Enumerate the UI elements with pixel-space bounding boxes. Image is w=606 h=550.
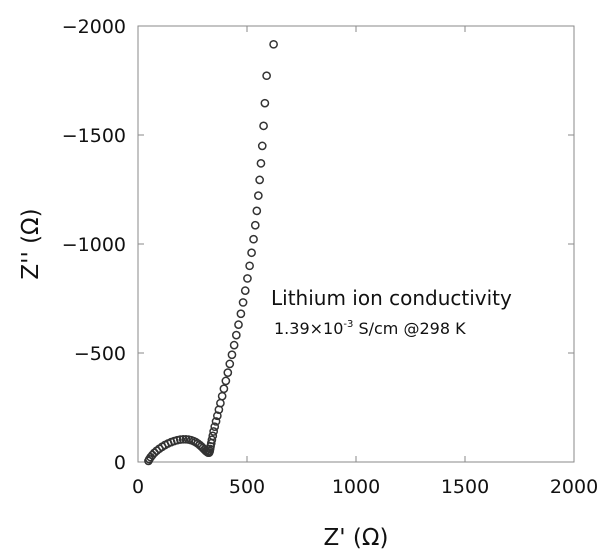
data-point [208, 431, 218, 441]
y-tick-label: 0 [114, 452, 126, 474]
data-point [178, 434, 188, 444]
annotation-units: S/cm @298 K [353, 319, 466, 338]
y-tick-label: −500 [74, 343, 126, 365]
data-point [150, 448, 159, 458]
data-point [209, 427, 218, 436]
y-tick-label: −2000 [62, 16, 126, 38]
data-point [262, 71, 271, 81]
data-point [148, 450, 157, 460]
x-tick-label: 0 [132, 476, 144, 498]
data-point [253, 191, 263, 200]
data-point [243, 274, 252, 283]
x-tick-label: 2000 [550, 476, 598, 498]
data-point [211, 417, 221, 426]
data-point [240, 286, 250, 296]
data-point [231, 330, 241, 340]
data-point [269, 39, 278, 49]
data-point [256, 158, 266, 168]
data-point [234, 320, 243, 330]
annotation-exponent: -3 [343, 319, 353, 330]
data-point [238, 298, 248, 307]
data-point [252, 206, 262, 216]
data-point [221, 376, 231, 386]
data-point [249, 234, 258, 244]
data-point [257, 141, 267, 151]
data-point [250, 220, 260, 230]
data-point [175, 435, 185, 444]
data-point [219, 384, 229, 394]
tick-labels: 0 500 1000 1500 2000 0 −500 −1000 −1500 −2000 [62, 16, 598, 498]
data-point [236, 309, 246, 319]
data-point [210, 422, 220, 432]
data-points [144, 39, 278, 466]
data-point [260, 98, 270, 108]
data-point [213, 411, 222, 421]
x-tick-label: 1000 [332, 476, 380, 498]
tick-marks [137, 25, 575, 463]
x-tick-label: 1500 [441, 476, 489, 498]
data-point [247, 248, 256, 258]
data-point [229, 340, 239, 350]
x-tick-label: 500 [229, 476, 265, 498]
annotation-line-1: Lithium ion conductivity [271, 286, 512, 310]
x-axis-title: Z' (Ω) [324, 525, 389, 550]
plot-area-frame [137, 25, 575, 463]
y-tick-label: −1500 [62, 125, 126, 147]
data-point [245, 261, 254, 271]
data-point [217, 391, 227, 401]
data-point [255, 175, 264, 185]
y-tick-label: −1000 [62, 234, 126, 256]
data-point [207, 435, 217, 445]
data-point [227, 350, 237, 360]
annotation-line-2: 1.39×10-3 S/cm @298 K [274, 319, 466, 338]
data-point [259, 121, 268, 131]
annotation-conductivity-value: 1.39×10 [274, 319, 343, 338]
y-axis-title: Z'' (Ω) [18, 208, 44, 279]
data-point [223, 368, 233, 377]
data-point [225, 359, 235, 369]
